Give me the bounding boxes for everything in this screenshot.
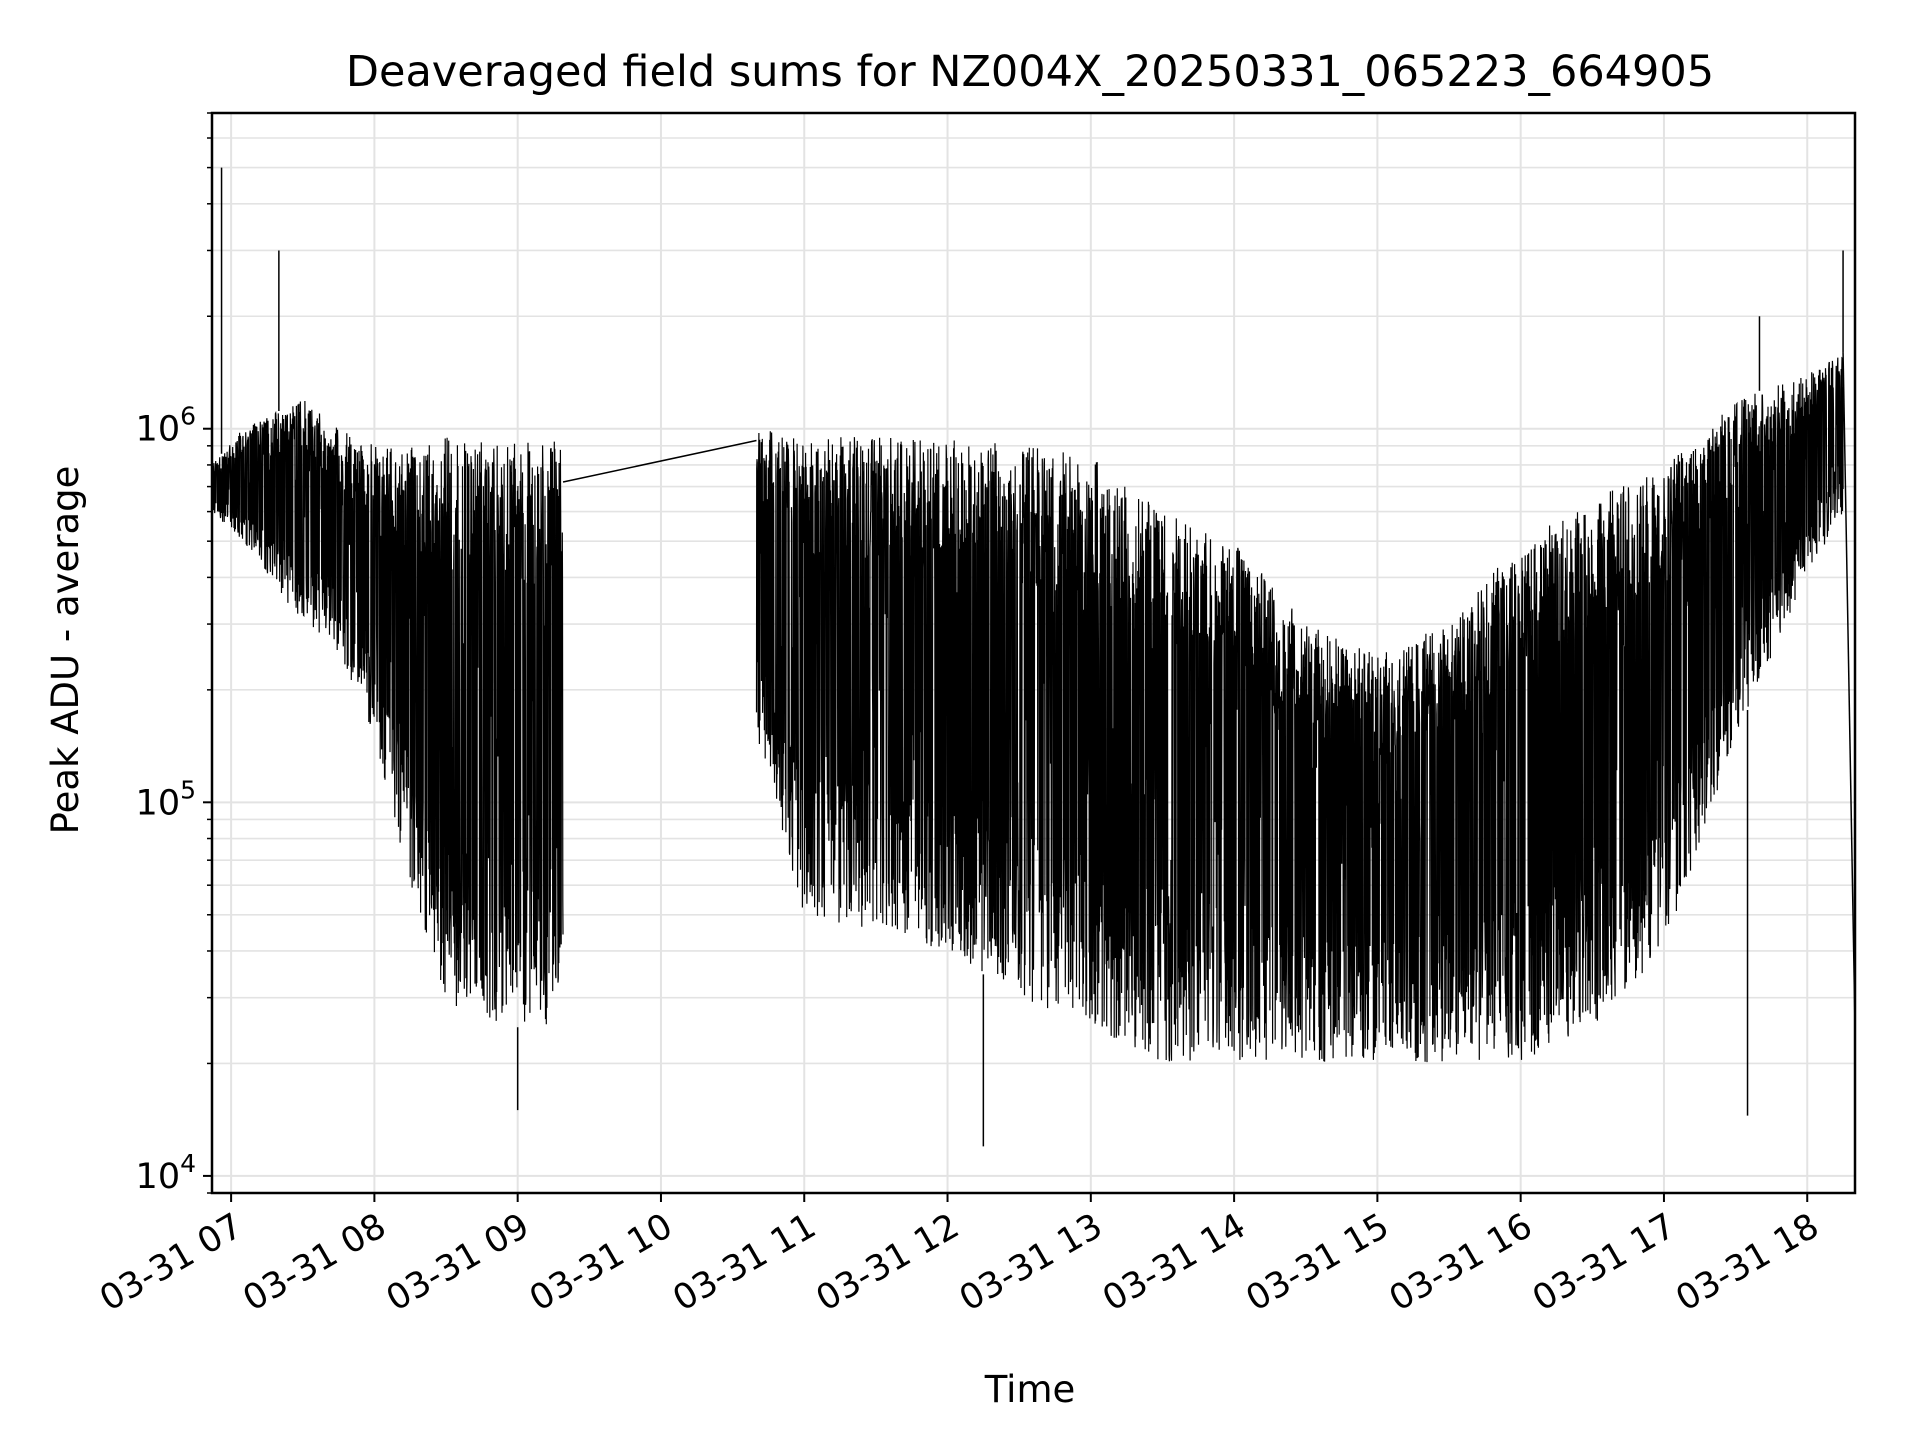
y-tick-base: 10 [136,410,181,450]
y-tick-exponent: 5 [180,775,196,804]
series-line-segment-afternoon [755,356,1844,1063]
y-tick-exponent: 6 [180,402,196,431]
y-tick-base: 10 [136,783,181,823]
series-gap-connector [562,439,757,483]
series [211,167,1856,1147]
y-tick-label: 104 [136,1149,196,1197]
chart-title: Deaveraged field sums for NZ004X_2025033… [346,47,1714,97]
x-axis-label: Time [984,1368,1076,1411]
plot-frame [210,111,1857,1195]
y-tick-label: 106 [136,402,196,450]
y-axis-label: Peak ADU - average [44,466,87,835]
series-line-segment-morning [211,400,564,1025]
y-tick-label: 105 [136,775,196,823]
y-tick-base: 10 [136,1157,181,1197]
series-tail [1842,352,1856,1028]
y-tick-exponent: 4 [180,1149,196,1178]
